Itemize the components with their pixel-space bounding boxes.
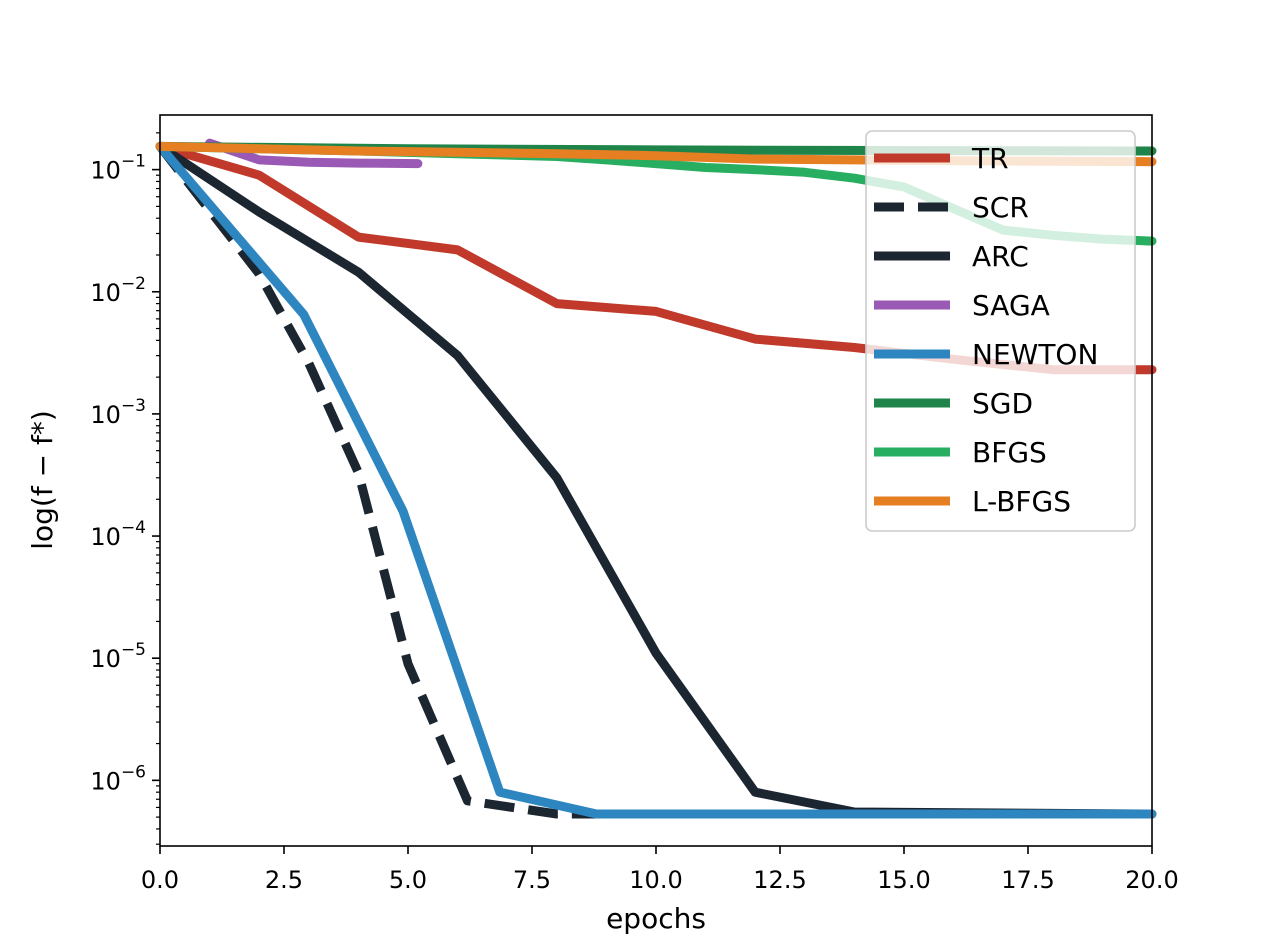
y-tick-exponent: −5	[121, 640, 146, 660]
legend-box	[865, 130, 1136, 532]
y-tick-exponent: −6	[121, 762, 146, 782]
x-axis-ticks: 0.0 2.5 5.0 7.5 10.0 12.5 15.0 17.5 20.0	[141, 846, 1179, 894]
series-line-newton	[155, 141, 1157, 819]
y-tick-exponent: −3	[121, 396, 146, 416]
legend-label-arc: ARC	[972, 240, 1029, 273]
x-tick-label: 10.0	[629, 866, 682, 894]
legend: TR SCR ARC SAGA NEWTON SGD BFGS L-BFGS	[865, 130, 1136, 532]
legend-label-l-bfgs: L-BFGS	[972, 485, 1071, 518]
series-line-arc	[155, 141, 1157, 819]
x-tick-label: 7.5	[513, 866, 551, 894]
y-tick-base: 10	[90, 645, 121, 673]
y-tick-label: 10−1	[90, 152, 146, 185]
x-tick-label: 15.0	[877, 866, 930, 894]
y-tick-base: 10	[90, 157, 121, 185]
y-tick-base: 10	[90, 279, 121, 307]
x-axis-label: epochs	[606, 902, 706, 935]
y-tick-label: 10−4	[90, 518, 146, 551]
legend-label-sgd: SGD	[972, 387, 1033, 420]
series-line-saga	[205, 138, 423, 169]
y-tick-exponent: −4	[121, 518, 146, 538]
y-tick-label: 10−5	[90, 640, 146, 673]
x-tick-label: 12.5	[753, 866, 806, 894]
legend-label-tr: TR	[971, 142, 1009, 175]
y-axis-ticks: 10−110−210−310−410−510−6	[90, 132, 160, 845]
y-tick-base: 10	[90, 767, 121, 795]
y-tick-exponent: −1	[121, 152, 146, 172]
y-tick-exponent: −2	[121, 274, 146, 294]
x-tick-label: 20.0	[1125, 866, 1178, 894]
x-tick-label: 0.0	[141, 866, 179, 894]
y-axis-label: log(f − f*)	[26, 410, 59, 550]
legend-label-newton: NEWTON	[972, 338, 1098, 371]
y-tick-label: 10−6	[90, 762, 146, 795]
legend-label-bfgs: BFGS	[972, 436, 1047, 469]
legend-label-saga: SAGA	[972, 289, 1050, 322]
y-tick-label: 10−3	[90, 396, 146, 429]
x-tick-label: 2.5	[265, 866, 303, 894]
legend-label-scr: SCR	[972, 191, 1029, 224]
x-tick-label: 17.5	[1001, 866, 1054, 894]
y-tick-base: 10	[90, 401, 121, 429]
y-tick-base: 10	[90, 523, 121, 551]
x-tick-label: 5.0	[389, 866, 427, 894]
y-tick-label: 10−2	[90, 274, 146, 307]
